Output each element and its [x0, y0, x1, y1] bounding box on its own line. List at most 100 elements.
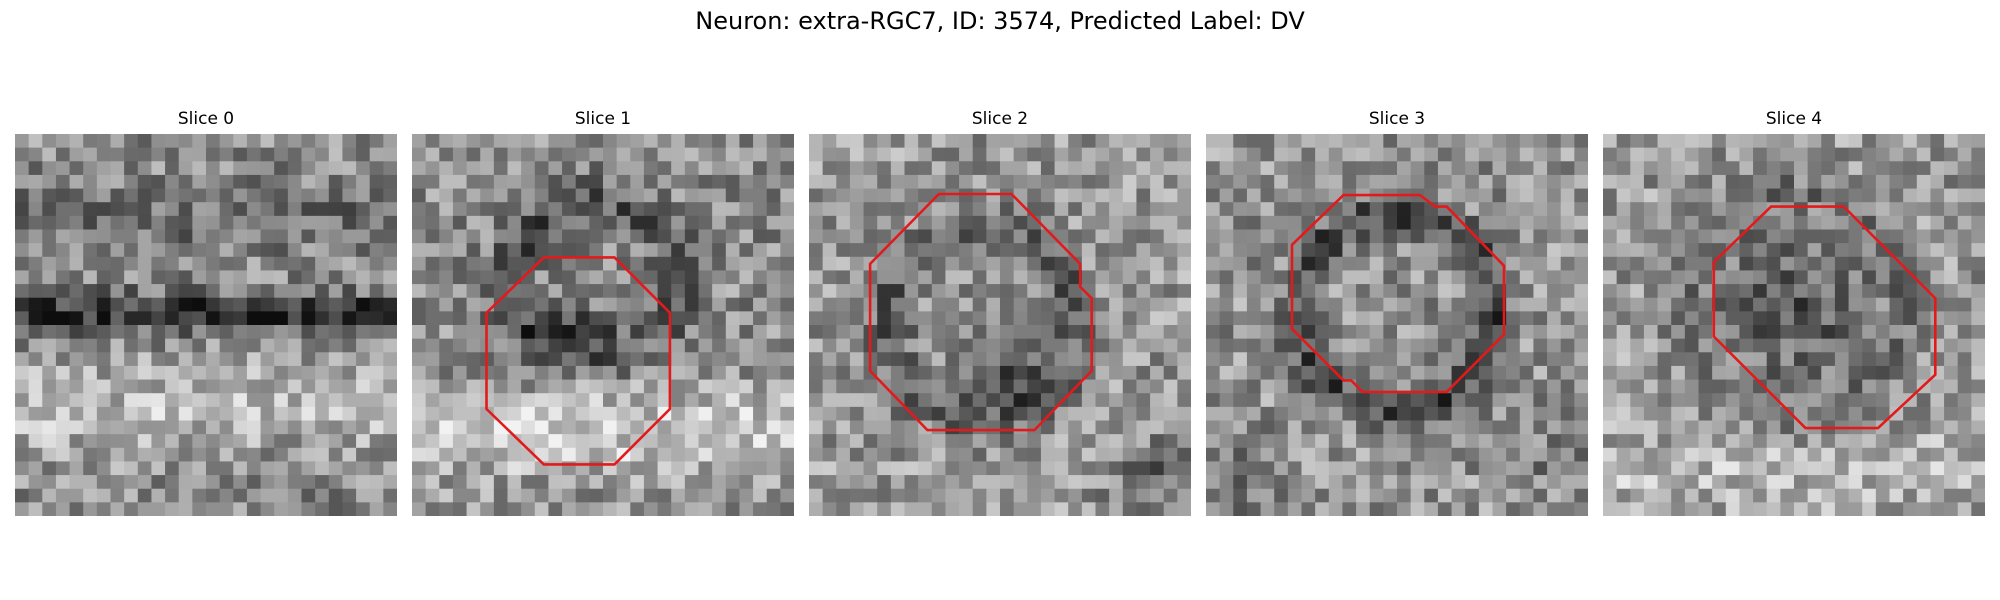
pixel-cell	[151, 365, 166, 381]
pixel-cell	[1671, 338, 1686, 353]
pixel-cell	[1410, 365, 1425, 381]
pixel-cell	[507, 161, 522, 176]
pixel-cell	[1533, 447, 1548, 463]
pixel-cell	[725, 297, 741, 312]
pixel-cell	[124, 270, 139, 285]
pixel-cell	[643, 215, 659, 231]
pixel-cell	[1136, 406, 1151, 422]
pixel-cell	[412, 325, 427, 340]
pixel-cell	[1068, 461, 1083, 476]
pixel-cell	[1260, 229, 1275, 244]
pixel-cell	[657, 311, 672, 326]
pixel-cell	[1095, 161, 1110, 176]
pixel-cell	[1603, 338, 1618, 353]
pixel-cell	[466, 379, 481, 394]
pixel-cell	[945, 311, 960, 326]
pixel-cell	[616, 420, 631, 435]
pixel-cell	[562, 420, 577, 435]
pixel-cell	[603, 393, 618, 408]
pixel-cell	[1698, 188, 1713, 203]
pixel-cell	[1944, 256, 1959, 272]
pixel-cell	[986, 352, 1001, 367]
pixel-cell	[1889, 202, 1904, 217]
pixel-cell	[945, 147, 960, 162]
pixel-cell	[918, 174, 933, 190]
pixel-cell	[534, 297, 550, 312]
pixel-cell	[1657, 365, 1672, 381]
pixel-cell	[1328, 284, 1344, 299]
pixel-cell	[589, 202, 604, 217]
pixel-cell	[1753, 475, 1768, 490]
pixel-cell	[1287, 297, 1303, 312]
pixel-cell	[1848, 338, 1863, 353]
pixel-cell	[1944, 338, 1959, 353]
pixel-cell	[1753, 338, 1768, 353]
pixel-cell	[809, 502, 824, 516]
pixel-cell	[809, 379, 824, 394]
pixel-cell	[630, 447, 645, 463]
pixel-cell	[1163, 134, 1178, 149]
pixel-cell	[1410, 420, 1425, 435]
pixel-cell	[931, 284, 947, 299]
pixel-cell	[69, 434, 84, 449]
pixel-cell	[412, 406, 427, 422]
pixel-cell	[1971, 188, 1985, 203]
pixel-cell	[1753, 270, 1768, 285]
pixel-cell	[1753, 502, 1768, 516]
pixel-cell	[1342, 284, 1357, 299]
pixel-cell	[959, 202, 974, 217]
pixel-cell	[725, 270, 741, 285]
pixel-cell	[1177, 393, 1191, 408]
pixel-cell	[369, 379, 384, 394]
pixel-cell	[356, 270, 371, 285]
pixel-cell	[890, 188, 906, 203]
pixel-cell	[986, 297, 1001, 312]
pixel-cell	[1000, 475, 1015, 490]
pixel-cell	[260, 447, 275, 463]
pixel-cell	[534, 502, 550, 516]
pixel-cell	[1698, 461, 1713, 476]
pixel-cell	[548, 297, 563, 312]
pixel-cell	[725, 488, 741, 503]
pixel-cell	[986, 365, 1001, 381]
pixel-cell	[1000, 270, 1015, 285]
pixel-cell	[780, 406, 794, 422]
pixel-cell	[1301, 243, 1316, 258]
pixel-cell	[534, 311, 550, 326]
pixel-cell	[1383, 161, 1398, 176]
pixel-cell	[1630, 284, 1645, 299]
pixel-cell	[1109, 284, 1124, 299]
pixel-cell	[1397, 297, 1412, 312]
pixel-cell	[1081, 229, 1097, 244]
pixel-cell	[1643, 215, 1659, 231]
pixel-cell	[1081, 147, 1097, 162]
pixel-cell	[1424, 352, 1439, 367]
pixel-cell	[1671, 311, 1686, 326]
pixel-cell	[1603, 134, 1618, 149]
pixel-cell	[1328, 147, 1344, 162]
pixel-cell	[863, 447, 878, 463]
pixel-cell	[1903, 229, 1918, 244]
pixel-cell	[1862, 434, 1877, 449]
pixel-cell	[1163, 393, 1178, 408]
pixel-cell	[1547, 447, 1562, 463]
pixel-cell	[1574, 161, 1588, 176]
pixel-cell	[452, 488, 468, 503]
pixel-cell	[725, 311, 741, 326]
pixel-cell	[233, 311, 248, 326]
pixel-cell	[1739, 325, 1754, 340]
pixel-cell	[383, 215, 397, 231]
pixel-cell	[1451, 447, 1466, 463]
pixel-cell	[439, 174, 454, 190]
pixel-cell	[83, 338, 98, 353]
pixel-cell	[931, 270, 947, 285]
pixel-cell	[1478, 161, 1494, 176]
pixel-cell	[1397, 352, 1412, 367]
pixel-cell	[1424, 256, 1439, 272]
pixel-cell	[725, 379, 741, 394]
pixel-cell	[863, 229, 878, 244]
pixel-cell	[42, 325, 57, 340]
pixel-cell	[1533, 338, 1548, 353]
pixel-cell	[246, 202, 262, 217]
pixel-cell	[809, 270, 824, 285]
